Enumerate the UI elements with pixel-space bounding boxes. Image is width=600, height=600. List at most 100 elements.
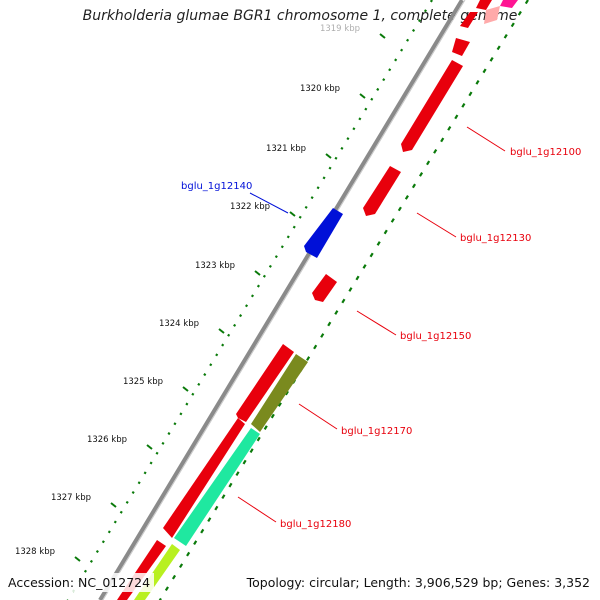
gc-skew-mark (262, 274, 266, 278)
gene-label[interactable]: bglu_1g12150 (400, 331, 471, 342)
gene-label[interactable]: bglu_1g12180 (280, 519, 351, 530)
gene-label[interactable]: bglu_1g12170 (341, 426, 412, 437)
gc-skew-mark (348, 287, 353, 292)
gc-skew-mark (171, 574, 177, 580)
gc-skew-mark (200, 528, 205, 534)
gc-skew-mark (197, 382, 201, 386)
gc-skew-mark (440, 137, 445, 143)
gc-skew-mark (113, 520, 117, 524)
gene-feature bglu_1g12130 (363, 166, 401, 216)
gene-label[interactable]: bglu_1g12130 (460, 233, 531, 244)
gc-skew-mark (328, 166, 332, 170)
ruler-tick-mark (218, 328, 225, 334)
gc-skew-mark (167, 432, 171, 436)
gc-skew-mark (249, 448, 254, 453)
gc-skew-mark (327, 321, 332, 327)
gc-skew-mark (298, 215, 302, 219)
gc-skew-mark (89, 559, 93, 563)
gc-skew-mark (263, 425, 268, 430)
genome-summary: Topology: circular; Length: 3,906,529 bp… (242, 573, 594, 592)
gene-feature (163, 418, 245, 538)
gc-skew-mark (517, 10, 522, 16)
gc-skew-mark (209, 363, 213, 367)
gc-skew-mark (173, 422, 177, 426)
gc-skew-mark (179, 563, 184, 569)
gc-skew-mark (233, 323, 237, 327)
pink-feature (484, 6, 500, 24)
ruler-tick-mark (379, 33, 386, 39)
forward-strand-features (304, 208, 343, 258)
gc-skew-mark (207, 517, 212, 523)
gc-skew-mark (313, 344, 318, 350)
ruler-tick-mark (110, 502, 117, 508)
magenta-feature (500, 0, 518, 8)
gc-skew-mark (161, 441, 165, 445)
ruler-tick-label: 1319 kbp (320, 24, 360, 34)
gc-skew-mark (185, 402, 189, 406)
ruler-tick-label: 1322 kbp (230, 202, 270, 212)
gc-skew-mark (125, 500, 129, 504)
gc-skew-mark (364, 107, 368, 111)
ruler-tick-mark (74, 556, 81, 562)
gc-skew-mark (388, 68, 392, 72)
gc-skew-mark (358, 117, 362, 121)
gc-skew-mark (256, 436, 261, 442)
gc-skew-mark (239, 314, 243, 318)
gc-skew-mark (489, 56, 494, 62)
ruler-tick-label: 1328 kbp (15, 547, 55, 557)
aqua-feature (174, 428, 260, 546)
gc-skew-mark (280, 245, 284, 249)
olive-feature (251, 354, 308, 432)
gc-skew-track-inner (158, 0, 529, 600)
ruler-tick-mark (254, 270, 261, 276)
gc-skew-mark (400, 48, 404, 52)
gc-skew-mark (461, 102, 466, 108)
gc-skew-mark (310, 196, 314, 200)
gene-label[interactable]: bglu_1g12140 (181, 181, 252, 192)
gc-skew-mark (376, 241, 381, 246)
gc-skew-mark (404, 195, 409, 200)
ruler-tick-mark (146, 444, 153, 450)
gc-skew-mark (482, 68, 487, 74)
gc-skew-mark (362, 264, 367, 269)
ruler-tick-label: 1323 kbp (195, 261, 235, 271)
gc-skew-mark (376, 87, 380, 91)
gc-skew-mark (340, 146, 344, 150)
gc-skew-mark (193, 540, 198, 546)
gc-skew-mark (131, 491, 135, 495)
gc-skew-mark (433, 149, 438, 154)
gc-skew-mark (292, 225, 296, 229)
gene-feature bglu_1g12100 (401, 60, 463, 152)
gene-feature (452, 38, 470, 56)
gc-skew-mark (426, 160, 431, 166)
gc-skew-mark (341, 298, 346, 304)
gc-skew-mark (149, 461, 153, 465)
gene-feature (476, 0, 492, 10)
gc-skew-mark (143, 471, 147, 475)
map-title: Burkholderia glumae BGR1 chromosome 1, c… (82, 8, 518, 24)
gene-label[interactable]: bglu_1g12100 (510, 147, 581, 158)
gc-skew-mark (179, 412, 183, 416)
gc-skew-mark (320, 333, 325, 338)
gc-skew-mark (423, 9, 427, 13)
gc-skew-mark (322, 176, 326, 180)
gc-skew-mark (215, 353, 219, 357)
gc-skew-mark (164, 586, 169, 592)
gc-skew-mark (83, 569, 87, 573)
ruler-tick-label: 1324 kbp (159, 319, 199, 329)
gc-skew-mark (417, 19, 422, 23)
gc-skew-mark (304, 205, 308, 209)
gc-skew-mark (355, 275, 360, 281)
gc-skew-mark (228, 482, 233, 488)
gc-skew-mark (191, 392, 195, 396)
ruler-tick-label: 1326 kbp (87, 435, 127, 445)
gc-skew-mark (137, 481, 141, 485)
backbone (98, 0, 466, 600)
gc-skew-mark (268, 264, 272, 268)
gc-skew-mark (524, 0, 529, 5)
gc-skew-mark (95, 550, 99, 554)
gc-skew-mark (411, 183, 417, 189)
backbone-line (98, 0, 464, 600)
ruler-tick-label: 1327 kbp (51, 493, 91, 503)
